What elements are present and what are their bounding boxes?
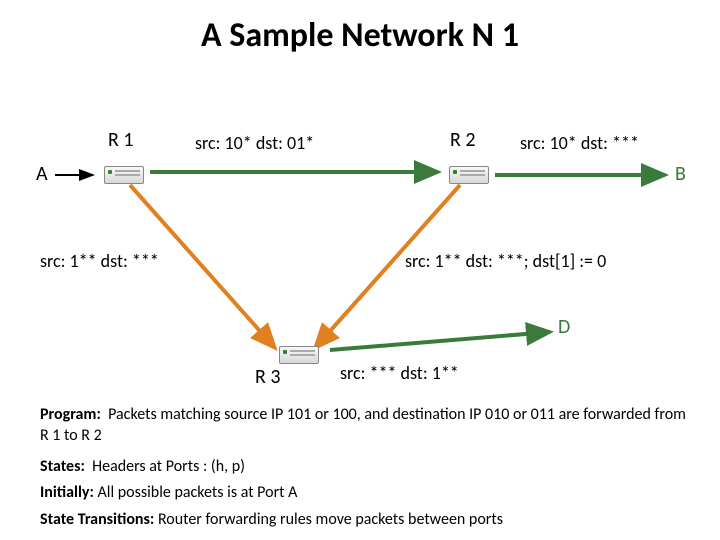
label-d: D <box>558 315 570 339</box>
diagram-arrows <box>0 70 720 390</box>
router-r3 <box>275 340 323 368</box>
states-label: States: <box>40 457 85 476</box>
label-r2: R 2 <box>450 128 476 152</box>
label-a: A <box>36 162 48 186</box>
transitions-text: Router forwarding rules move packets bet… <box>158 510 503 529</box>
program-label: Program: <box>40 405 101 424</box>
label-b: B <box>675 162 686 186</box>
label-r1: R 1 <box>108 128 134 152</box>
edge-label-r3-d: src: *** dst: 1** <box>340 362 459 384</box>
states-text: Headers at Ports : (h, p) <box>92 457 245 476</box>
initially-text: All possible packets is at Port A <box>98 483 298 502</box>
states-row: States: Headers at Ports : (h, p) <box>40 457 690 478</box>
router-r1 <box>100 160 148 188</box>
network-diagram: R 1 R 2 R 3 A B D src: 10* dst: 01* src:… <box>0 70 720 390</box>
label-r3: R 3 <box>255 365 281 389</box>
edge-label-r1-r2: src: 10* dst: 01* <box>195 132 314 154</box>
arrow-r3-d <box>330 332 550 350</box>
page-title: A Sample Network N 1 <box>0 0 720 56</box>
edge-label-r1-r3: src: 1** dst: *** <box>40 250 159 272</box>
edge-label-r2-r3: src: 1** dst: ***; dst[1] := 0 <box>405 250 606 272</box>
transitions-label: State Transitions: <box>40 510 154 529</box>
initially-label: Initially: <box>40 483 94 502</box>
program-text: Packets matching source IP 101 or 100, a… <box>40 405 686 445</box>
edge-label-r2-b: src: 10* dst: *** <box>520 132 639 154</box>
description-block: Program: Packets matching source IP 101 … <box>40 405 690 537</box>
transitions-row: State Transitions: Router forwarding rul… <box>40 510 690 531</box>
program-row: Program: Packets matching source IP 101 … <box>40 405 690 447</box>
router-r2 <box>445 160 493 188</box>
initially-row: Initially: All possible packets is at Po… <box>40 483 690 504</box>
